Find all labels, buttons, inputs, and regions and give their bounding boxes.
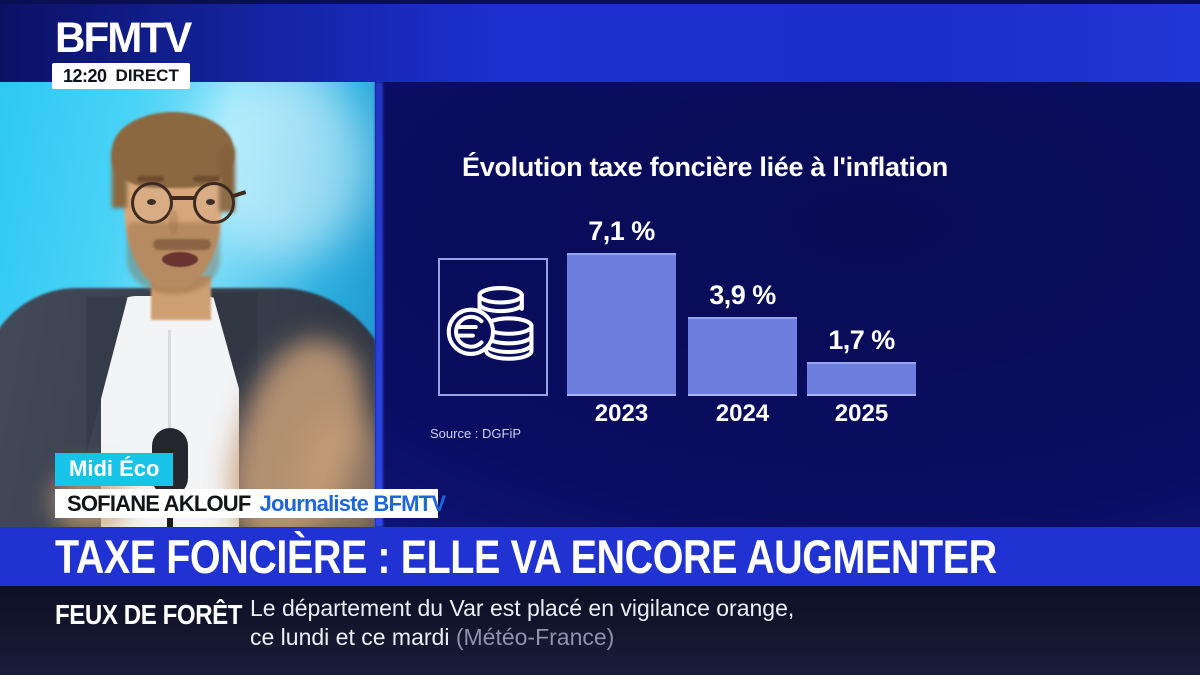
bar-2024 <box>688 317 797 396</box>
bar-value-label: 1,7 % <box>828 325 895 355</box>
headline-band: TAXE FONCIÈRE : ELLE VA ENCORE AUGMENTER <box>0 527 1200 586</box>
bar-2025 <box>807 362 916 396</box>
headline-text: TAXE FONCIÈRE : ELLE VA ENCORE AUGMENTER <box>55 530 997 583</box>
header-band: BFMTV 12:20 DIRECT <box>0 0 1200 89</box>
bar-category-label: 2024 <box>715 400 770 427</box>
bar-group-2024: 3,9 % 2024 <box>688 280 797 427</box>
presenter-eyebrow-left <box>137 176 164 182</box>
chart-title: Évolution taxe foncière liée à l'inflati… <box>462 152 948 182</box>
bar-2023 <box>567 253 676 396</box>
glasses-bridge <box>171 196 195 200</box>
glasses-lens-right <box>193 182 235 224</box>
glasses-lens-left <box>131 182 173 224</box>
panel-left-glow <box>375 82 383 527</box>
presenter-mustache <box>153 239 211 250</box>
ticker-attribution: (Météo-France) <box>455 624 615 650</box>
direct-label: DIRECT <box>115 66 179 85</box>
bar-category-label: 2025 <box>834 400 889 427</box>
bfmtv-logo: BFMTV <box>55 14 192 62</box>
chart-panel: Évolution taxe foncière liée à l'inflati… <box>375 82 1200 527</box>
presenter-hair <box>112 112 234 188</box>
presenter-hair-side-left <box>112 150 127 208</box>
studio-video <box>0 82 375 527</box>
bar-category-label: 2023 <box>594 400 649 427</box>
chart-source: Source : DGFiP <box>430 426 522 441</box>
presenter-eyebrow-right <box>193 176 220 182</box>
program-badge: Midi Éco <box>55 453 174 486</box>
bar-group-2023: 7,1 % 2023 <box>567 216 676 427</box>
ticker-line2: ce lundi et ce mardi <box>250 624 450 650</box>
time-direct-box: 12:20 DIRECT <box>52 63 190 89</box>
ticker-text: Le département du Var est placé en vigil… <box>250 594 794 652</box>
speaker-banner: SOFIANE AKLOUF Journaliste BFMTV <box>55 489 446 518</box>
bar-group-2025: 1,7 % 2025 <box>807 325 916 427</box>
presenter-nose <box>169 210 178 234</box>
presenter-mouth <box>162 252 198 267</box>
ticker-line1: Le département du Var est placé en vigil… <box>250 595 795 621</box>
euro-coins-icon <box>446 286 534 361</box>
clock-time: 12:20 <box>63 65 107 86</box>
bar-value-label: 3,9 % <box>709 280 776 310</box>
speaker-role: Journaliste BFMTV <box>259 490 446 516</box>
ticker-topic: FEUX DE FORÊT <box>55 599 243 630</box>
speaker-name: SOFIANE AKLOUF <box>67 490 251 516</box>
chart-pictogram-box <box>438 258 548 396</box>
news-ticker: FEUX DE FORÊT Le département du Var est … <box>0 586 1200 675</box>
bar-value-label: 7,1 % <box>588 216 655 246</box>
